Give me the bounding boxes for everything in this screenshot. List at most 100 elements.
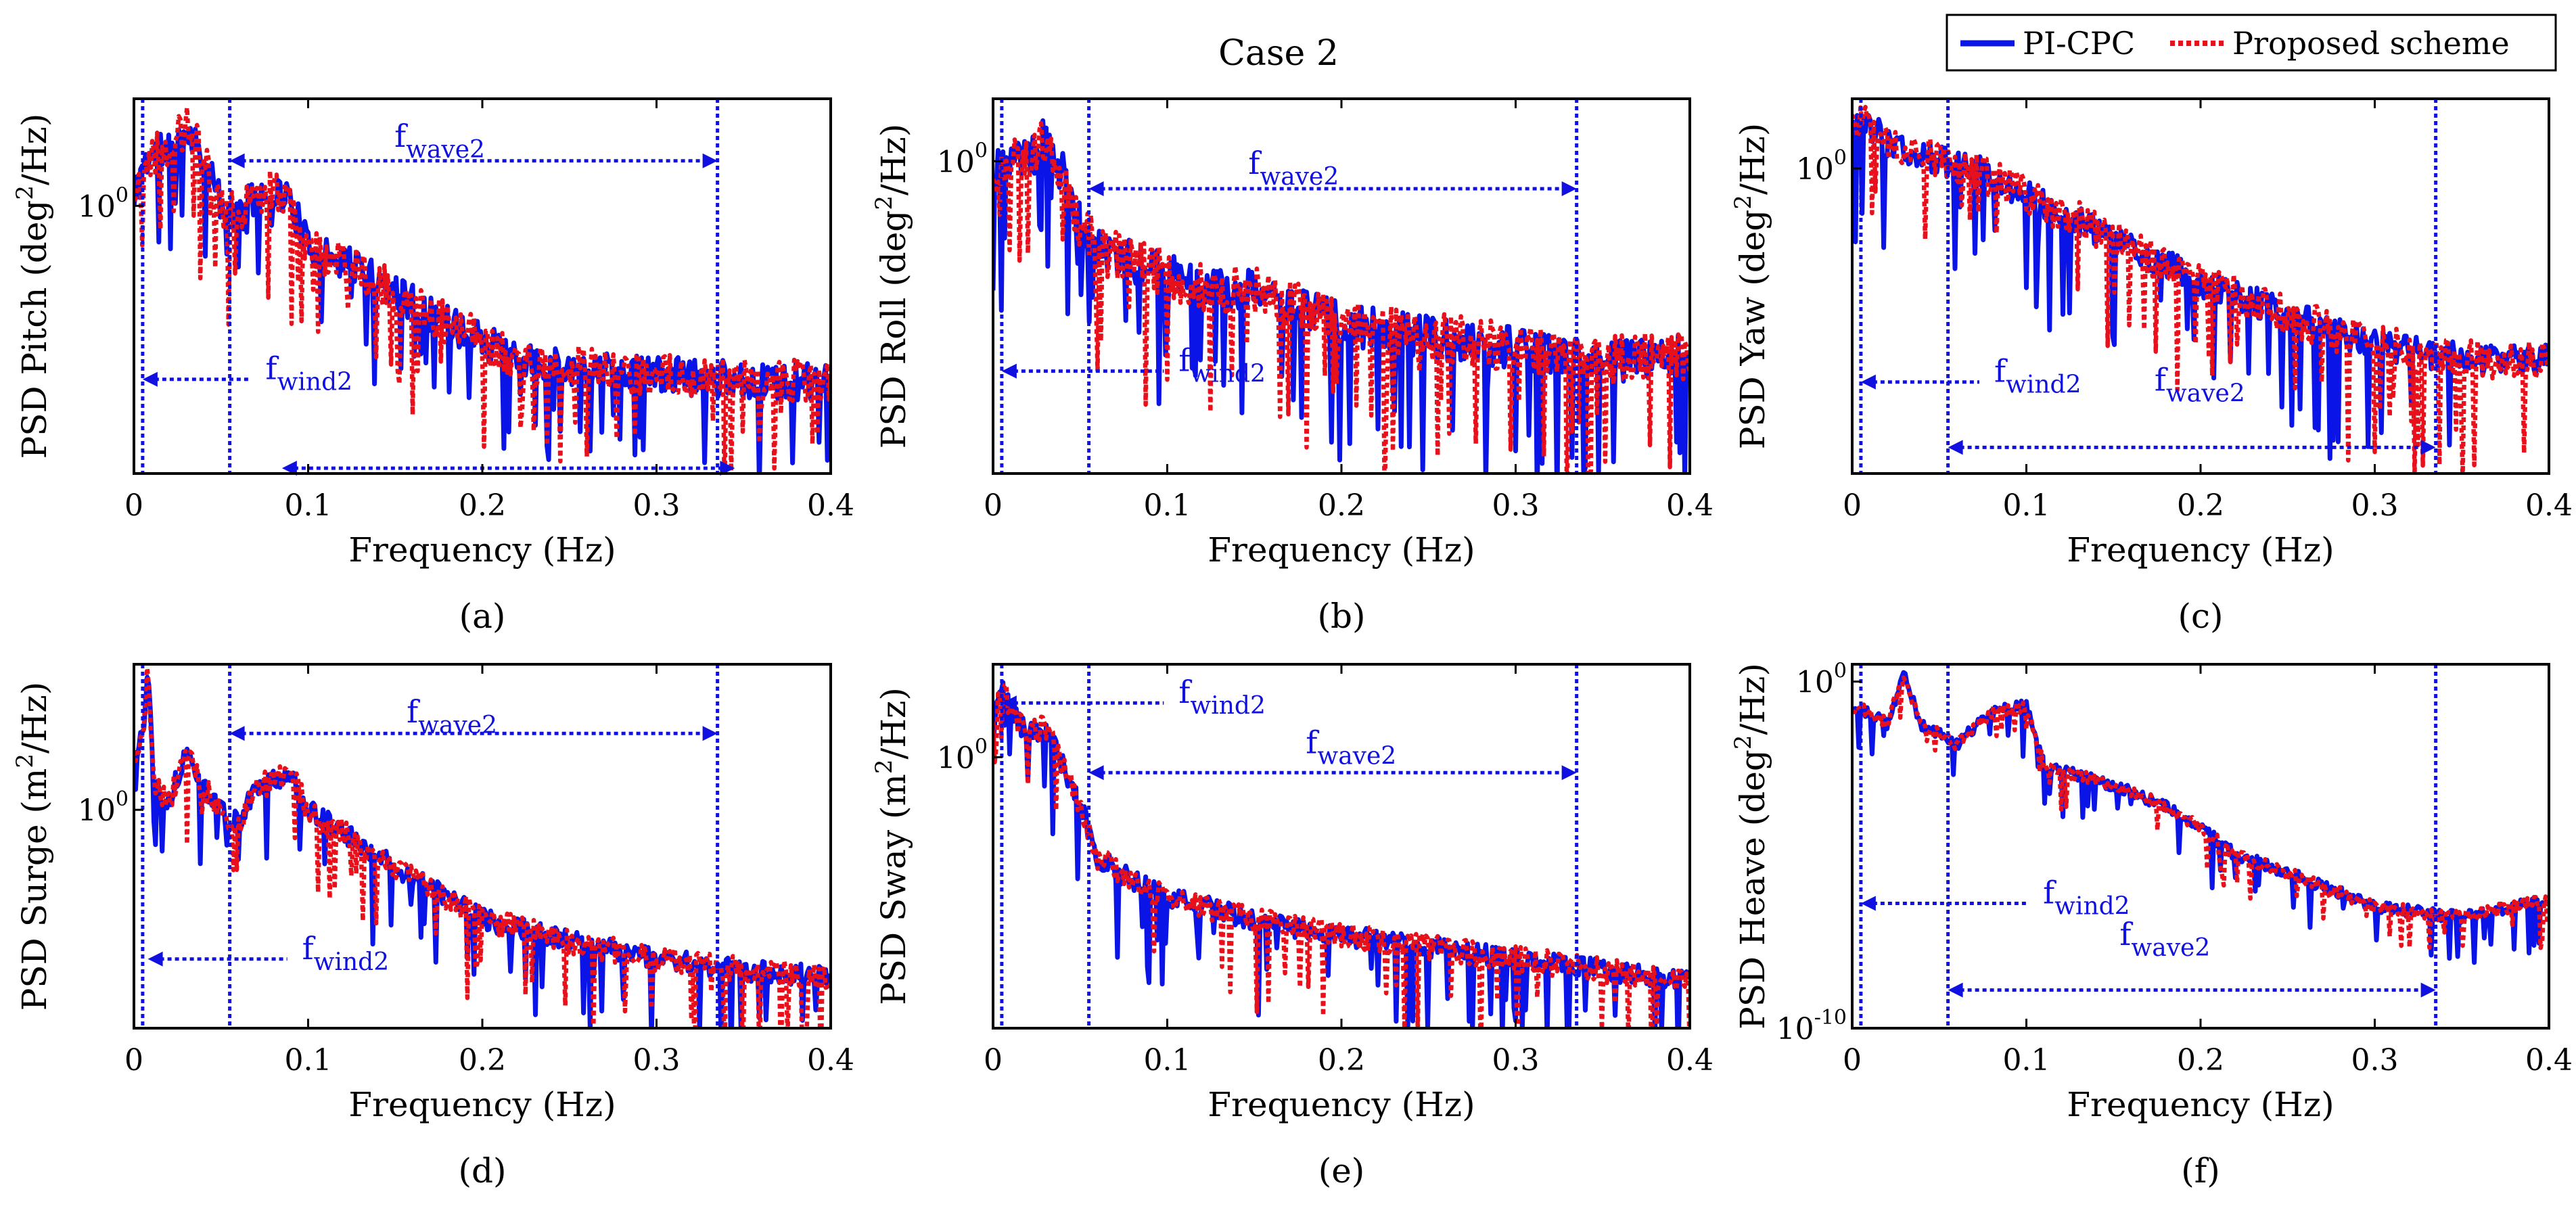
panel-caption: (d) <box>458 1151 506 1191</box>
xtick-label: 0.3 <box>633 488 681 523</box>
panel-a: fwave2 fwind2 0 0.1 0.2 0.3 0.4 100 Frequency (H… <box>12 97 854 636</box>
annotation-wave2: fwave2 <box>407 693 497 739</box>
xtick-label: 0.4 <box>2525 488 2573 523</box>
y-axis-label: PSD Pitch (deg2/Hz) <box>12 114 54 459</box>
xtick-label: 0 <box>1843 1043 1862 1078</box>
y-axis-label: PSD Heave (deg2/Hz) <box>1730 663 1772 1030</box>
ytick-label: 10-10 <box>1776 1006 1847 1046</box>
arrowhead-left <box>1860 896 1876 911</box>
arrowhead-right <box>702 726 718 741</box>
arrowhead-right <box>2420 982 2436 998</box>
y-axis-label: PSD Surge (m2/Hz) <box>12 682 54 1011</box>
annotation-wind2: fwind2 <box>302 930 390 976</box>
panel-d: fwave2 fwind2 0 0.1 0.2 0.3 0.4 100 Frequency (H… <box>12 663 854 1191</box>
x-axis-label: Frequency (Hz) <box>2067 530 2334 570</box>
legend: PI-CPC Proposed scheme <box>1946 14 2557 72</box>
xtick-label: 0 <box>124 1043 143 1078</box>
arrowhead-left <box>1001 363 1017 379</box>
arrowhead-left <box>229 726 245 741</box>
panel-caption: (b) <box>1317 597 1365 636</box>
x-axis-label: Frequency (Hz) <box>348 530 616 570</box>
ytick-label: 100 <box>937 139 988 179</box>
plot-area <box>1852 99 2549 474</box>
x-axis-label: Frequency (Hz) <box>348 1085 616 1124</box>
arrowhead-left <box>1001 695 1017 711</box>
annotation-wind2: fwind2 <box>266 350 353 396</box>
xtick-label: 0 <box>1843 488 1862 523</box>
arrowhead-left <box>1088 765 1104 781</box>
xtick-label: 0.4 <box>807 488 854 523</box>
xtick-label: 0.2 <box>459 488 506 523</box>
xtick-label: 0.2 <box>459 1043 506 1078</box>
xtick-label: 0.1 <box>2003 1043 2050 1078</box>
series-line-pi-cpc <box>993 680 1690 1028</box>
ytick-label: 100 <box>1796 146 1847 187</box>
arrowhead-left <box>1948 982 1963 998</box>
arrowhead-left <box>142 371 158 387</box>
xtick-label: 0.2 <box>1318 488 1365 523</box>
xtick-label: 0.4 <box>807 1043 854 1078</box>
arrowhead-left <box>229 153 245 168</box>
legend-label-2: Proposed scheme <box>2232 25 2510 62</box>
panel-c: fwind2 fwave2 0 0.1 0.2 0.3 0.4 100 Frequency (H… <box>1730 97 2573 636</box>
plot-area <box>1852 664 2549 1028</box>
arrowhead-left <box>147 951 163 967</box>
xtick-label: 0 <box>984 1043 1003 1078</box>
arrowhead-right <box>1561 181 1577 196</box>
arrowhead-left <box>1088 181 1104 196</box>
xtick-label: 0.2 <box>1318 1043 1365 1078</box>
xtick-label: 0.3 <box>633 1043 681 1078</box>
x-axis-label: Frequency (Hz) <box>1208 530 1475 570</box>
panel-caption: (f) <box>2181 1151 2220 1191</box>
xtick-label: 0.1 <box>285 1043 332 1078</box>
annotation-wave2: fwave2 <box>1248 145 1339 191</box>
series-line-proposed-scheme <box>134 666 831 1028</box>
panel-caption: (a) <box>459 597 506 636</box>
xtick-label: 0.1 <box>1144 1043 1191 1078</box>
y-axis-label: PSD Yaw (deg2/Hz) <box>1730 123 1772 450</box>
xtick-label: 0.1 <box>2003 488 2050 523</box>
panel-e: fwind2 fwave2 0 0.1 0.2 0.3 0.4 100 Frequency (H… <box>871 663 1714 1191</box>
series-line-proposed-scheme <box>993 120 1690 474</box>
arrowhead-right <box>702 153 718 168</box>
x-axis-label: Frequency (Hz) <box>1208 1085 1475 1124</box>
ytick-label: 100 <box>78 183 129 224</box>
xtick-label: 0.1 <box>285 488 332 523</box>
series-line-proposed-scheme <box>1852 105 2549 474</box>
xtick-label: 0.2 <box>2177 488 2224 523</box>
plot-area <box>134 99 831 474</box>
arrowhead-right <box>720 461 735 476</box>
series-line-proposed-scheme <box>993 683 1690 1028</box>
xtick-label: 0.3 <box>1492 1043 1540 1078</box>
ytick-label: 100 <box>937 735 988 775</box>
annotation-wave2: fwave2 <box>2119 916 2210 962</box>
plot-area <box>993 664 1690 1028</box>
legend-label-1: PI-CPC <box>2023 25 2135 62</box>
xtick-label: 0 <box>984 488 1003 523</box>
xtick-label: 0.1 <box>1144 488 1191 523</box>
axes-frame <box>1851 663 2550 1030</box>
figure-title: Case 2 <box>1218 33 1339 74</box>
xtick-label: 0.4 <box>1666 488 1714 523</box>
arrowhead-left <box>281 461 297 476</box>
xtick-label: 0 <box>124 488 143 523</box>
plot-area <box>134 664 831 1028</box>
xtick-label: 0.3 <box>1492 488 1540 523</box>
xtick-label: 0.4 <box>1666 1043 1714 1078</box>
xtick-label: 0.3 <box>2351 1043 2399 1078</box>
arrowhead-left <box>1948 440 1963 455</box>
arrowhead-right <box>2420 440 2436 455</box>
panels: fwave2 fwind2 0 0.1 0.2 0.3 0.4 100 Frequency (H… <box>12 97 2573 1191</box>
xtick-label: 0.2 <box>2177 1043 2224 1078</box>
panel-caption: (c) <box>2178 597 2223 636</box>
annotation-wind2: fwind2 <box>1178 674 1266 720</box>
arrowhead-left <box>1860 374 1876 390</box>
x-axis-label: Frequency (Hz) <box>2067 1085 2334 1124</box>
annotation-wind2: fwind2 <box>1994 353 2082 399</box>
panel-caption: (e) <box>1318 1151 1365 1191</box>
series-line-proposed-scheme <box>134 105 831 474</box>
ytick-label: 100 <box>78 787 129 828</box>
xtick-label: 0.4 <box>2525 1043 2573 1078</box>
